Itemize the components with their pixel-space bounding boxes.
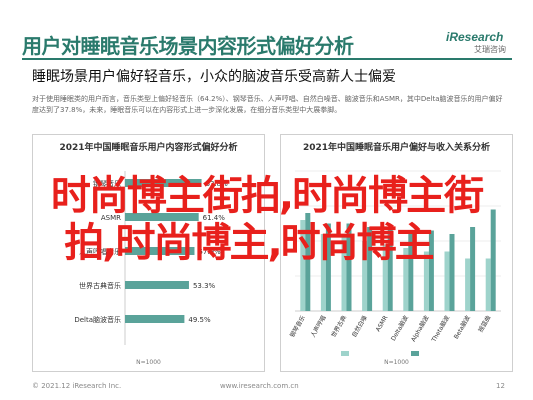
right-bar bbox=[362, 241, 368, 311]
right-legend-swatch-1 bbox=[341, 351, 349, 356]
right-bar bbox=[470, 227, 476, 311]
logo-sub-text: 艾瑞咨询 bbox=[474, 45, 506, 54]
right-bar bbox=[490, 209, 496, 311]
left-bar bbox=[125, 281, 189, 289]
right-bar bbox=[408, 234, 414, 311]
right-bar bbox=[428, 230, 434, 311]
right-category-label: 人声哼唱 bbox=[309, 314, 328, 339]
page-subtitle: 睡眠场景用户偏好轻音乐，小众的脑波音乐受高薪人士偏爱 bbox=[32, 69, 396, 85]
right-bar bbox=[367, 227, 373, 311]
right-bar bbox=[423, 251, 429, 311]
right-bar-chart: 钢琴音乐 人声哼唱 世界古典 自然白噪 ASMR Delta脑波 Alpha脑波 Theta脑… bbox=[288, 170, 501, 356]
left-bar bbox=[125, 315, 185, 323]
left-bar bbox=[125, 213, 199, 221]
page-title: 用户对睡眠音乐场景内容形式偏好分析 bbox=[22, 34, 354, 58]
footer-url: www.iresearch.com.cn bbox=[220, 382, 299, 390]
right-category-label: 自然白噪 bbox=[350, 314, 369, 339]
right-category-label: Theta脑波 bbox=[429, 314, 451, 344]
title-underline bbox=[22, 58, 512, 60]
right-bar bbox=[300, 220, 306, 311]
left-value-label: 49.5% bbox=[188, 316, 211, 324]
right-category-label: 钢琴音乐 bbox=[288, 314, 307, 339]
right-category-label: 摇篮曲 bbox=[476, 314, 492, 334]
footer-copyright: © 2021.12 iResearch Inc. bbox=[32, 382, 122, 390]
left-value-label: 61.4% bbox=[203, 214, 226, 222]
left-category-label: 钢琴音乐 bbox=[93, 179, 121, 188]
right-bar bbox=[485, 258, 491, 311]
right-bar bbox=[382, 244, 388, 311]
left-category-label: 人声哼唱音乐 bbox=[79, 247, 121, 256]
right-chart-panel: 2021年中国睡眠音乐用户偏好与收入关系分析 钢琴音乐 人声哼唱 世界古典 自然白噪 A… bbox=[280, 134, 513, 372]
left-category-label: ASMR bbox=[101, 214, 121, 222]
right-bar bbox=[465, 258, 471, 311]
right-bar bbox=[305, 213, 311, 311]
right-bar bbox=[403, 248, 409, 311]
left-value-label: 53.3% bbox=[193, 282, 216, 290]
right-category-label: Beta脑波 bbox=[452, 314, 472, 340]
page-description: 对于使用睡眠类的用户而言，音乐类型上偏好轻音乐（64.2%）、钢琴音乐、人声哼唱… bbox=[32, 95, 503, 114]
iresearch-logo: iResearch 艾瑞咨询 bbox=[446, 30, 506, 62]
left-category-label: Delta脑波音乐 bbox=[74, 315, 121, 324]
left-value-label: 57.9% bbox=[198, 248, 221, 256]
watermark-text-line1: 时尚博主街拍,时尚博主街 bbox=[50, 173, 484, 219]
right-bar bbox=[325, 223, 331, 311]
right-bar bbox=[387, 227, 393, 311]
left-chart-panel: 2021年中国睡眠音乐用户内容形式偏好分析 钢琴音乐 63.8% ASMR 61.4%… bbox=[32, 134, 265, 372]
right-bar bbox=[341, 237, 347, 311]
right-bar bbox=[320, 234, 326, 311]
right-chart-note: N=1000 bbox=[384, 359, 409, 366]
page-number: 12 bbox=[496, 382, 505, 390]
left-chart-title: 2021年中国睡眠音乐用户内容形式偏好分析 bbox=[59, 143, 238, 153]
right-bar bbox=[346, 223, 352, 311]
right-bar bbox=[449, 234, 455, 311]
left-chart-note: N=1000 bbox=[136, 359, 161, 366]
right-category-label: Alpha脑波 bbox=[409, 314, 430, 343]
right-bar bbox=[444, 251, 450, 311]
right-category-label: 世界古典 bbox=[329, 314, 348, 339]
left-category-label: 世界古典音乐 bbox=[79, 281, 121, 290]
right-category-label: ASMR bbox=[375, 315, 390, 333]
left-bar bbox=[125, 247, 195, 255]
right-chart-title: 2021年中国睡眠音乐用户偏好与收入关系分析 bbox=[302, 143, 491, 153]
watermark-text-line2: 拍,时尚博主,时尚博主 bbox=[64, 220, 434, 266]
left-value-label: 63.8% bbox=[206, 180, 229, 188]
left-bar-chart: 钢琴音乐 63.8% ASMR 61.4% 人声哼唱音乐 57.9% 世界古典音乐 53.3%… bbox=[74, 171, 229, 345]
logo-main-text: iResearch bbox=[446, 30, 504, 44]
right-legend-swatch-2 bbox=[411, 351, 419, 356]
right-category-label: Delta脑波 bbox=[389, 314, 410, 342]
left-bar bbox=[125, 179, 202, 187]
